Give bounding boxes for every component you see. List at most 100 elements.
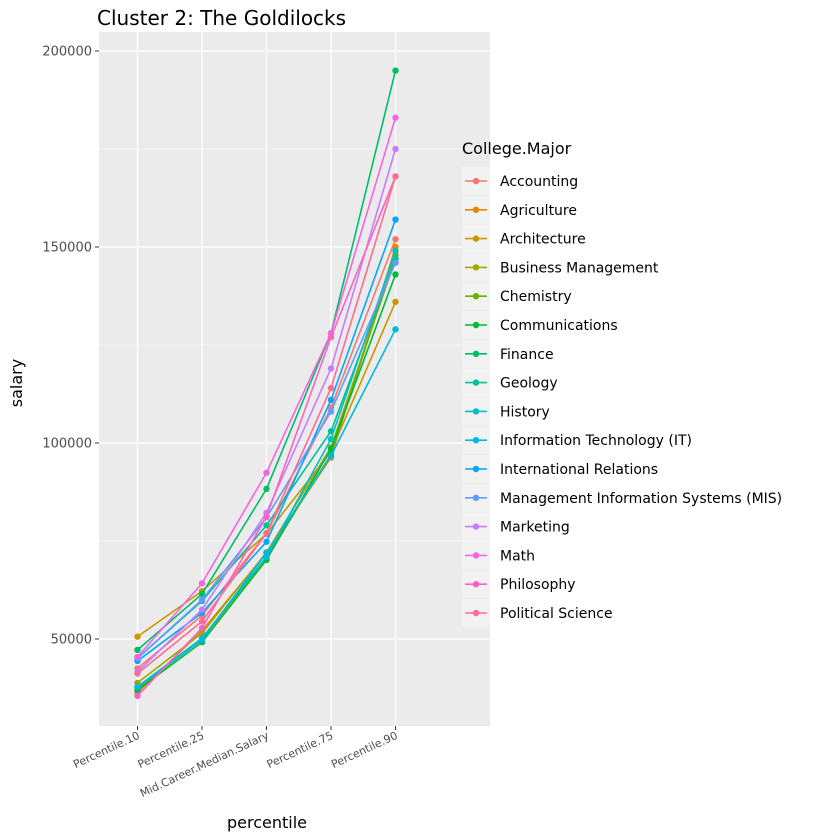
x-tick-label: Percentile.90 [329, 729, 400, 771]
data-point [392, 145, 399, 153]
legend-item: Business Management [462, 253, 659, 282]
x-axis: Percentile.10Percentile.25Mid.Career.Med… [71, 726, 400, 800]
data-point [198, 629, 206, 637]
legend-item: Marketing [462, 512, 570, 541]
legend-item: Management Information Systems (MIS) [462, 483, 782, 512]
legend-label: Agriculture [500, 203, 577, 219]
y-axis: 50000 100000 150000 200000 [42, 45, 99, 648]
legend-label: Communications [500, 318, 618, 334]
series-information-technology-it [134, 326, 399, 691]
data-point [263, 469, 270, 476]
data-point [392, 235, 399, 243]
legend-label: Chemistry [500, 289, 572, 305]
data-point [392, 271, 399, 278]
data-point [198, 636, 206, 643]
legend-item: Math [462, 541, 535, 570]
legend-item: Geology [462, 368, 558, 397]
x-tick-label: Percentile.75 [265, 729, 336, 771]
legend-key-point [472, 494, 480, 501]
data-point [263, 538, 270, 545]
data-point [327, 445, 335, 453]
y-axis-title: salary [7, 359, 26, 407]
legend-key-point [472, 609, 480, 617]
data-point [392, 114, 399, 121]
legend: College.Major Accounting Agriculture Archi… [462, 139, 782, 627]
data-point [263, 529, 270, 537]
data-point [327, 384, 335, 392]
legend-item: Information Technology (IT) [462, 426, 692, 455]
legend-label: Business Management [500, 260, 659, 276]
legend-label: Geology [500, 376, 558, 392]
data-point [392, 173, 399, 180]
data-point [392, 326, 399, 333]
legend-key-point [472, 321, 480, 329]
grid-major [99, 32, 490, 726]
legend-key-point [472, 293, 480, 300]
legend-label: Political Science [500, 606, 613, 622]
data-point [134, 653, 141, 661]
legend-label: Math [500, 548, 535, 564]
data-point [327, 435, 335, 443]
data-point [327, 365, 335, 372]
data-point [198, 580, 206, 587]
legend-key-point [472, 465, 480, 473]
data-point [134, 684, 141, 691]
data-point [198, 590, 206, 598]
legend-items: Accounting Agriculture Architecture Busines… [462, 167, 782, 627]
legend-label: Architecture [500, 232, 586, 248]
data-point [327, 333, 335, 341]
legend-label: Marketing [500, 520, 570, 536]
data-point [134, 670, 141, 677]
data-point [263, 485, 270, 493]
data-point [392, 259, 399, 266]
legend-key-point [472, 206, 480, 213]
legend-item: Finance [462, 339, 554, 368]
legend-label: International Relations [500, 462, 658, 478]
legend-label: Management Information Systems (MIS) [500, 491, 782, 507]
legend-item: Philosophy [462, 570, 576, 599]
data-point [327, 396, 335, 404]
legend-label: Accounting [500, 174, 578, 190]
legend-item: Accounting [462, 167, 578, 195]
data-point [392, 67, 399, 74]
legend-label: Philosophy [500, 577, 576, 593]
data-point [198, 618, 206, 625]
legend-key-point [472, 235, 480, 242]
data-point [327, 408, 335, 415]
data-point [392, 216, 399, 223]
legend-key-point [472, 552, 480, 559]
legend-key-point [472, 264, 480, 271]
data-point [263, 549, 270, 556]
legend-key-point [472, 437, 480, 444]
chart-title: Cluster 2: The Goldilocks [97, 6, 346, 30]
data-point [134, 633, 141, 640]
legend-item: Communications [462, 311, 618, 339]
data-point [392, 247, 399, 255]
legend-item: International Relations [462, 455, 658, 483]
x-tick-label: Percentile.10 [71, 729, 142, 771]
legend-key-point [472, 408, 480, 415]
legend-item: Agriculture [462, 195, 577, 224]
plot-panel [99, 32, 490, 726]
legend-key-point [472, 379, 480, 386]
data-point [198, 596, 206, 603]
legend-title: College.Major [462, 139, 572, 158]
data-point [263, 513, 270, 520]
y-tick-label: 150000 [42, 241, 92, 256]
x-axis-title: percentile [227, 813, 307, 832]
legend-key-point [472, 177, 480, 185]
legend-item: History [462, 397, 550, 426]
legend-item: Political Science [462, 599, 613, 627]
legend-item: Architecture [462, 224, 586, 253]
y-tick-label: 50000 [51, 633, 92, 648]
data-point [392, 298, 399, 306]
legend-label: History [500, 404, 550, 420]
legend-key-point [472, 523, 480, 530]
legend-item: Chemistry [462, 282, 572, 311]
legend-key-point [472, 581, 480, 588]
grid-minor [99, 148, 490, 542]
data-point [198, 606, 206, 613]
legend-label: Finance [500, 347, 554, 363]
